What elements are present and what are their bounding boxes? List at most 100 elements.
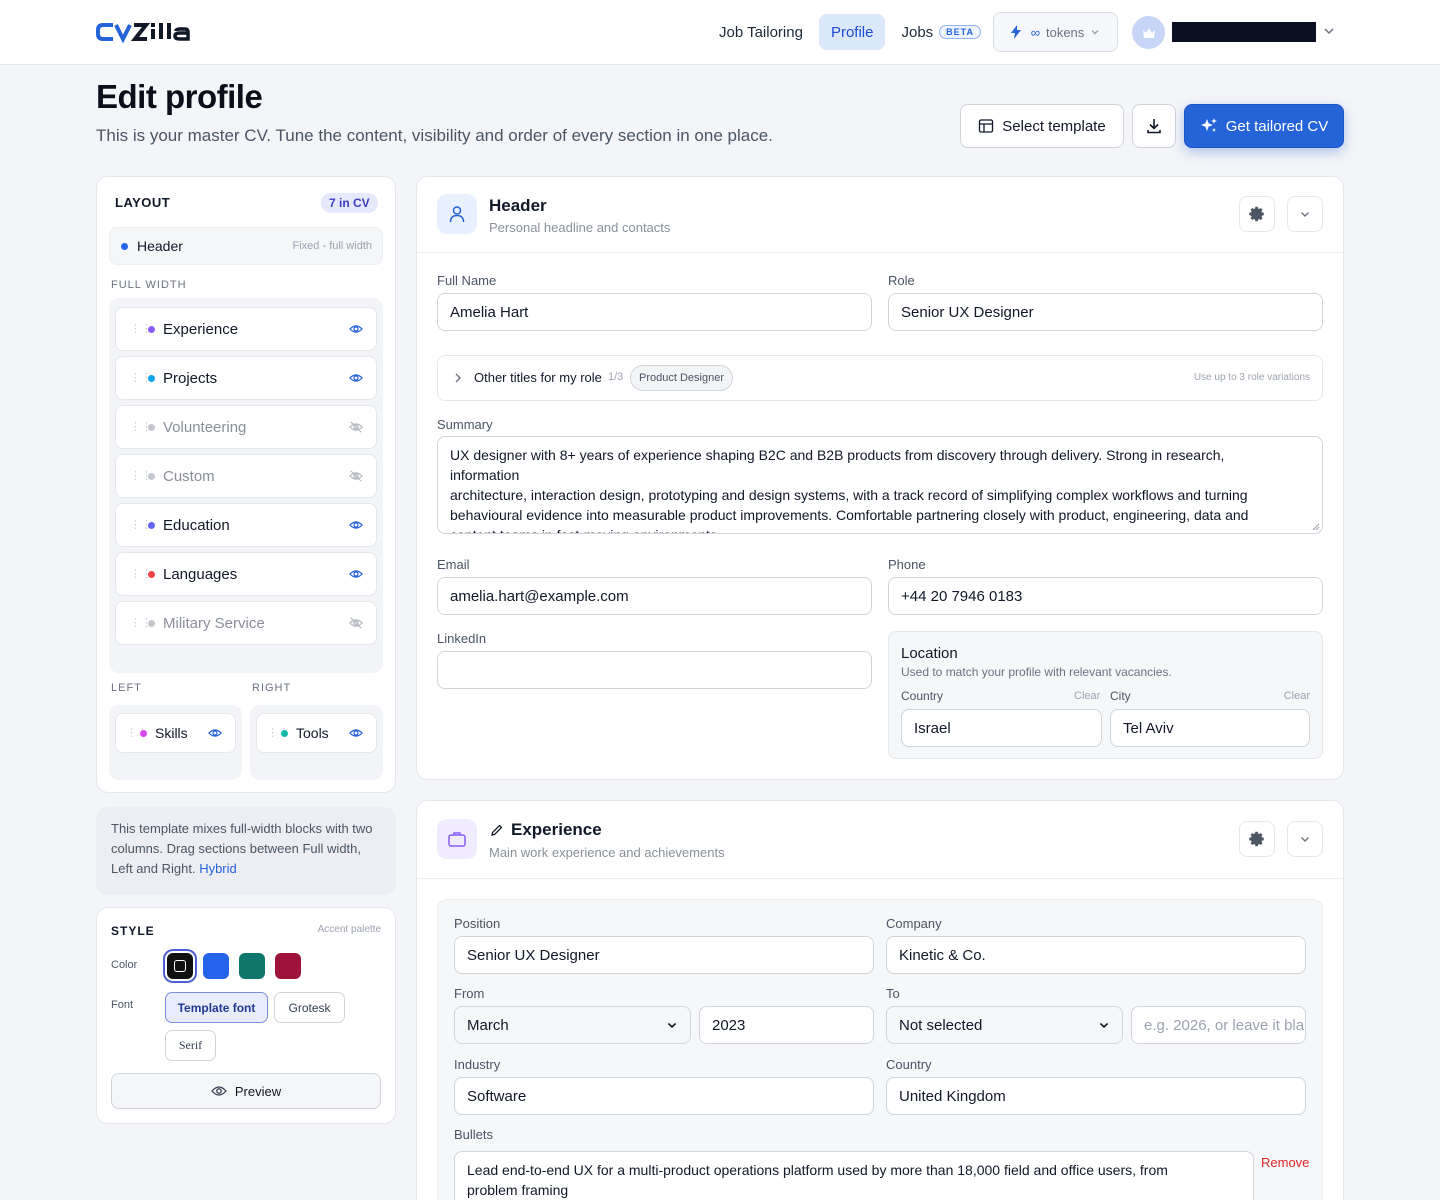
tokens-dropdown[interactable]: ∞ tokens: [993, 12, 1118, 52]
download-button[interactable]: [1132, 104, 1176, 148]
visibility-toggle[interactable]: [349, 371, 363, 389]
experience-country-input[interactable]: United Kingdom: [886, 1077, 1306, 1115]
visibility-toggle[interactable]: [349, 616, 363, 634]
city-input[interactable]: Tel Aviv: [1110, 709, 1310, 747]
other-titles-hint: Use up to 3 role variations: [1193, 372, 1310, 383]
email-input[interactable]: amelia.hart@example.com: [437, 577, 872, 615]
linkedin-input[interactable]: [437, 651, 872, 689]
visibility-toggle[interactable]: [349, 518, 363, 536]
accent-palette-label: Accent palette: [317, 924, 381, 935]
layout-item-label: Tools: [296, 725, 329, 741]
remove-bullet-button[interactable]: Remove: [1261, 1155, 1310, 1170]
summary-label: Summary: [437, 417, 493, 432]
from-year-input[interactable]: 2023: [699, 1006, 874, 1044]
layout-item-experience[interactable]: ⋮⋮ Experience: [115, 307, 377, 351]
position-input[interactable]: Senior UX Designer: [454, 936, 874, 974]
city-clear-button[interactable]: Clear: [1283, 690, 1310, 702]
header-settings-button[interactable]: [1239, 196, 1275, 232]
font-option-serif[interactable]: Serif: [165, 1030, 216, 1061]
full-name-label: Full Name: [437, 273, 497, 288]
to-month-select[interactable]: Not selected: [886, 1006, 1123, 1044]
layout-item-custom[interactable]: ⋮⋮ Custom: [115, 454, 377, 498]
nav-job-tailoring[interactable]: Job Tailoring: [719, 23, 803, 41]
bullet-textarea[interactable]: Lead end-to-end UX for a multi-product o…: [454, 1151, 1254, 1200]
color-swatch[interactable]: [239, 953, 265, 979]
preview-button[interactable]: Preview: [111, 1073, 381, 1109]
chevron-down-icon: [1301, 212, 1309, 217]
summary-textarea[interactable]: UX designer with 8+ years of experience …: [437, 436, 1323, 534]
user-menu-chevron-icon[interactable]: [1322, 24, 1336, 38]
drag-handle-icon[interactable]: ⋮⋮: [130, 420, 152, 433]
layout-item-volunteering[interactable]: ⋮⋮ Volunteering: [115, 405, 377, 449]
drag-handle-icon[interactable]: ⋮⋮: [130, 518, 152, 531]
layout-item-languages[interactable]: ⋮⋮ Languages: [115, 552, 377, 596]
visibility-toggle[interactable]: [349, 420, 363, 438]
phone-input[interactable]: +44 20 7946 0183: [888, 577, 1323, 615]
industry-input[interactable]: Software: [454, 1077, 874, 1115]
layout-item-education[interactable]: ⋮⋮ Education: [115, 503, 377, 547]
color-swatch[interactable]: [203, 953, 229, 979]
section-dot: [148, 619, 155, 627]
layout-item-projects[interactable]: ⋮⋮ Projects: [115, 356, 377, 400]
experience-collapse-button[interactable]: [1287, 821, 1323, 857]
experience-settings-button[interactable]: [1239, 821, 1275, 857]
layout-item-military-service[interactable]: ⋮⋮ Military Service: [115, 601, 377, 645]
country-clear-button[interactable]: Clear: [1074, 690, 1101, 702]
layout-item-label: Education: [163, 516, 230, 534]
location-box: Location Used to match your profile with…: [888, 631, 1323, 759]
drag-handle-icon[interactable]: ⋮⋮: [130, 371, 152, 384]
resize-handle-icon[interactable]: [1312, 523, 1320, 531]
company-label: Company: [886, 916, 942, 931]
get-tailored-cv-button[interactable]: Get tailored CV: [1184, 104, 1344, 148]
layout-header-item: Header Fixed - full width: [109, 227, 383, 265]
select-template-button[interactable]: Select template: [960, 104, 1124, 148]
header-collapse-button[interactable]: [1287, 196, 1323, 232]
drag-handle-icon[interactable]: ⋮⋮: [130, 469, 152, 482]
page-subtitle: This is your master CV. Tune the content…: [96, 126, 773, 145]
color-label: Color: [111, 959, 138, 971]
to-year-input[interactable]: e.g. 2026, or leave it blank: [1131, 1006, 1306, 1044]
full-width-label: FULL WIDTH: [111, 279, 187, 291]
country-input[interactable]: Israel: [901, 709, 1102, 747]
drag-handle-icon[interactable]: ⋮⋮: [130, 567, 152, 580]
chevron-down-icon: [1091, 30, 1099, 35]
other-titles-row[interactable]: Other titles for my role 1/3 Product Des…: [437, 355, 1323, 401]
layout-item-label: Experience: [163, 320, 239, 338]
company-input[interactable]: Kinetic & Co.: [886, 936, 1306, 974]
cvzilla-logo[interactable]: [96, 19, 198, 45]
avatar[interactable]: [1132, 16, 1165, 49]
left-column-label: LEFT: [111, 682, 142, 694]
color-swatch[interactable]: [167, 953, 193, 979]
visibility-toggle[interactable]: [349, 322, 363, 340]
city-label: City: [1110, 689, 1131, 703]
drag-handle-icon[interactable]: ⋮⋮: [130, 616, 152, 629]
drag-handle-icon[interactable]: ⋮⋮: [267, 726, 289, 739]
visibility-toggle[interactable]: [208, 726, 222, 744]
font-option-grotesk[interactable]: Grotesk: [274, 992, 345, 1023]
full-name-input[interactable]: Amelia Hart: [437, 293, 872, 331]
visibility-toggle[interactable]: [349, 469, 363, 487]
header-item-label: Header: [137, 238, 183, 254]
nav-jobs[interactable]: Jobs BETA: [889, 14, 993, 50]
other-title-chip[interactable]: Product Designer: [630, 365, 733, 391]
font-option-template[interactable]: Template font: [165, 992, 268, 1023]
sparkles-icon: [1200, 118, 1217, 132]
drag-handle-icon[interactable]: ⋮⋮: [130, 322, 152, 335]
eye-icon: [208, 729, 222, 737]
eye-icon: [349, 570, 363, 578]
pencil-icon[interactable]: [490, 823, 504, 837]
hybrid-link[interactable]: Hybrid: [199, 861, 237, 876]
nav-profile[interactable]: Profile: [818, 14, 886, 50]
from-month-select[interactable]: March: [454, 1006, 691, 1044]
role-input[interactable]: Senior UX Designer: [888, 293, 1323, 331]
layout-item-skills[interactable]: ⋮⋮ Skills: [115, 713, 236, 753]
color-swatch[interactable]: [275, 953, 301, 979]
preview-label: Preview: [234, 1083, 282, 1099]
drag-handle-icon[interactable]: ⋮⋮: [126, 726, 148, 739]
eye-icon: [349, 729, 363, 737]
layout-item-tools[interactable]: ⋮⋮ Tools: [256, 713, 377, 753]
visibility-toggle[interactable]: [349, 567, 363, 585]
user-name-redacted[interactable]: [1172, 22, 1316, 42]
right-column-label: RIGHT: [252, 682, 292, 694]
visibility-toggle[interactable]: [349, 726, 363, 744]
